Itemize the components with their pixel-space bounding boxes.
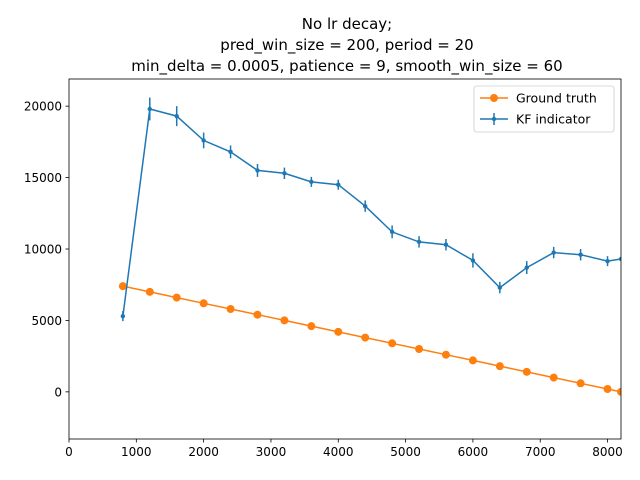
data-point	[416, 239, 422, 245]
y-tick-label: 5000	[31, 314, 62, 328]
y-tick-label: 10000	[24, 243, 62, 257]
plot-inner	[118, 97, 621, 396]
data-point	[443, 242, 449, 247]
series-line	[122, 285, 621, 393]
data-point	[388, 339, 397, 348]
x-tick-label: 3000	[256, 445, 287, 459]
data-point	[576, 379, 585, 388]
data-point	[282, 171, 287, 176]
x-tick-label: 7000	[525, 445, 556, 459]
data-point	[362, 203, 368, 209]
x-tick-label: 5000	[390, 445, 421, 459]
data-point	[145, 287, 154, 296]
series-kf-indicator	[120, 97, 621, 322]
x-tick-label: 8000	[592, 445, 623, 459]
data-point	[524, 265, 529, 270]
data-point	[578, 252, 583, 257]
data-point	[255, 168, 260, 173]
legend-entry: KF indicator	[480, 112, 591, 127]
data-point	[120, 313, 126, 319]
title-line-3: min_delta = 0.0005, patience = 9, smooth…	[131, 57, 562, 76]
data-point	[280, 316, 289, 325]
data-point	[172, 293, 181, 302]
data-point	[441, 350, 450, 359]
data-point	[118, 282, 127, 291]
data-point	[147, 106, 152, 112]
x-tick-label: 2000	[188, 445, 219, 459]
axes-frame	[68, 78, 622, 440]
y-tick-label: 0	[54, 385, 62, 399]
x-tick-label: 4000	[323, 445, 354, 459]
y-tick-label: 15000	[24, 171, 62, 185]
legend-label: Ground truth	[516, 91, 597, 106]
data-point	[470, 258, 476, 263]
data-point	[468, 356, 477, 365]
x-tick-label: 6000	[458, 445, 489, 459]
data-point	[618, 256, 621, 262]
legend-marker	[490, 94, 498, 102]
data-point	[199, 299, 208, 308]
series-ground-truth	[118, 282, 621, 396]
data-point	[228, 149, 233, 155]
axes: 0 1000 2000 3000 4000 5000 6000 7000 8000 0 5000 10…	[24, 78, 623, 459]
data-point	[603, 385, 612, 393]
legend: Ground truth KF indicator	[473, 85, 615, 133]
data-point	[201, 138, 206, 143]
legend-marker	[491, 116, 497, 122]
data-point	[522, 367, 531, 376]
x-tick-label: 0	[65, 445, 73, 459]
legend-box	[473, 85, 615, 133]
data-point	[336, 182, 341, 187]
data-point	[307, 322, 316, 331]
data-point	[226, 305, 235, 313]
data-point	[361, 333, 370, 342]
data-point	[309, 179, 314, 185]
chart-title: No lr decay; pred_win_size = 200, period…	[131, 15, 562, 76]
title-line-2: pred_win_size = 200, period = 20	[220, 36, 473, 55]
data-point	[549, 373, 558, 382]
title-line-1: No lr decay;	[302, 15, 392, 33]
data-point	[495, 362, 504, 371]
data-point	[617, 387, 621, 396]
data-point	[605, 258, 610, 264]
legend-entry: Ground truth	[480, 91, 597, 106]
data-point	[497, 285, 503, 290]
data-point	[551, 250, 556, 255]
data-point	[415, 345, 424, 353]
series-line	[122, 108, 621, 317]
data-point	[253, 310, 262, 319]
data-point	[174, 113, 179, 119]
data-point	[334, 327, 343, 336]
x-tick-label: 1000	[121, 445, 152, 459]
data-point	[389, 229, 395, 235]
plot-area	[118, 97, 621, 396]
legend-label: KF indicator	[516, 112, 591, 127]
y-tick-label: 20000	[24, 100, 62, 114]
